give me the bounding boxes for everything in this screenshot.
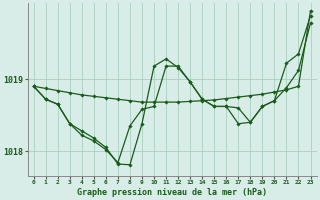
X-axis label: Graphe pression niveau de la mer (hPa): Graphe pression niveau de la mer (hPa) <box>77 188 267 197</box>
